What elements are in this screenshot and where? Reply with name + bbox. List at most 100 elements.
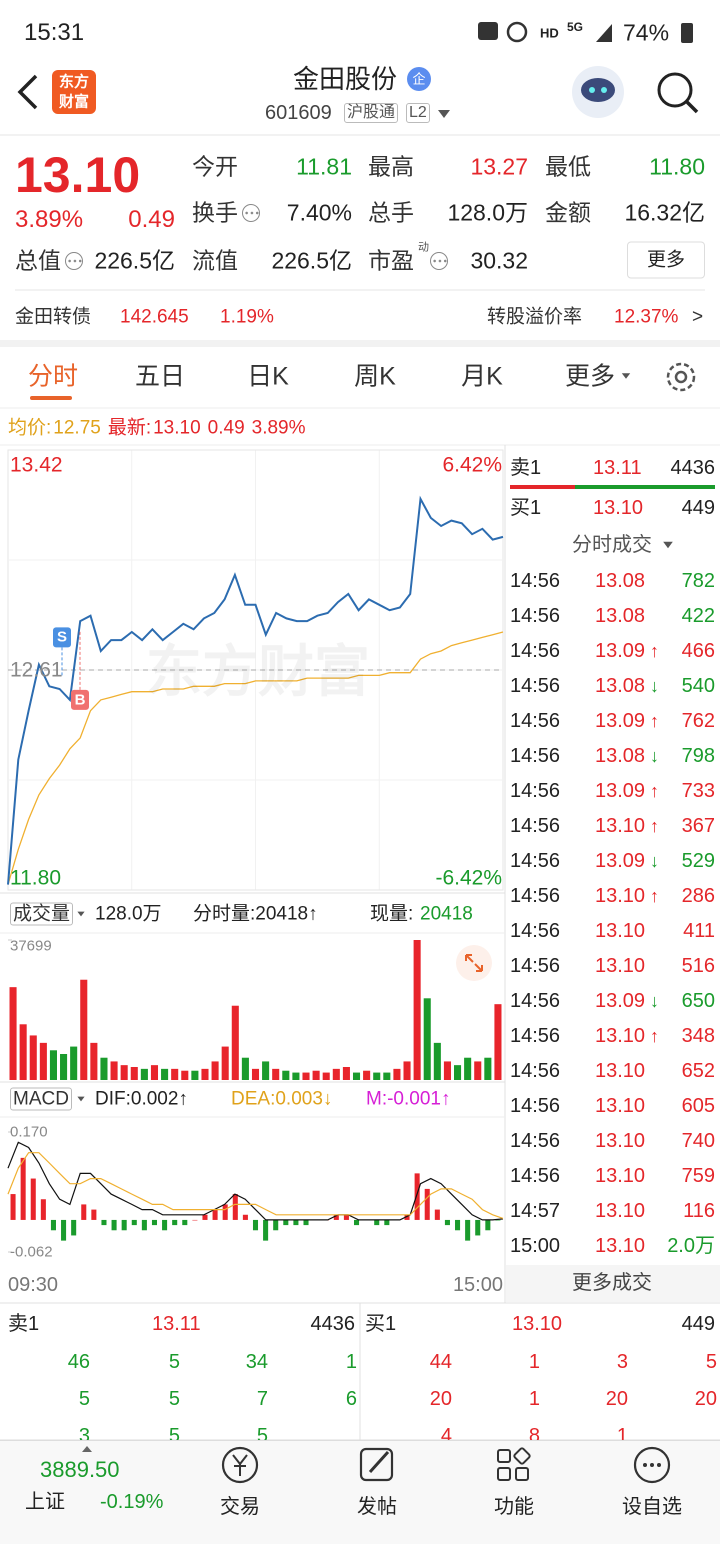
search-button[interactable] [657, 72, 693, 108]
macd-bar [424, 1188, 430, 1220]
volume-bar [80, 979, 88, 1080]
back-button[interactable] [17, 74, 38, 110]
book-cell: 5 [705, 1351, 717, 1373]
trade-arrow: ↑ [650, 816, 659, 836]
tab[interactable]: 更多 [564, 362, 616, 391]
volume-bar [393, 1068, 401, 1080]
volume-bar [342, 1067, 350, 1080]
macd-bar [91, 1209, 97, 1220]
volume-bar [292, 1072, 300, 1080]
premium-arrow: > [692, 306, 704, 328]
stock-title: 金田股份 [292, 64, 398, 94]
trade-time: 14:56 [510, 640, 561, 662]
nav-label[interactable]: 功能 [494, 1496, 534, 1518]
book-cell: 1 [616, 1425, 628, 1447]
volume-bar [494, 1004, 502, 1080]
macd-bar [131, 1219, 137, 1226]
field-value: 226.5亿 [94, 247, 175, 274]
field-label: 今开 [192, 153, 238, 180]
book-cell: 3 [616, 1351, 628, 1373]
tab[interactable]: 月K [461, 362, 503, 391]
volume-bar [443, 1061, 451, 1080]
premium-label: 转股溢价率 [487, 306, 583, 328]
tab[interactable]: 分时 [27, 362, 79, 391]
trade-arrow: ↑ [650, 781, 659, 801]
macd-bar [374, 1219, 380, 1226]
y-tick-label: 12.61 [10, 658, 63, 682]
trade-price: 13.10 [595, 1200, 646, 1222]
trade-arrow: ↓ [650, 991, 659, 1011]
macd-bar [81, 1204, 87, 1220]
field-sup: 动 [418, 241, 429, 254]
trade-price: 13.10 [595, 1235, 646, 1257]
macd-bar [141, 1219, 147, 1231]
tab[interactable]: 日K [247, 362, 289, 391]
volume-bar [100, 1057, 108, 1080]
trade-time: 14:56 [510, 570, 561, 592]
nav-label[interactable]: 发帖 [357, 1496, 397, 1518]
settings-button[interactable] [666, 362, 696, 392]
macd-title: MACD [10, 1087, 72, 1111]
expand-button[interactable] [456, 945, 492, 981]
tab[interactable]: 五日 [134, 362, 186, 391]
trade-price: 13.08 [595, 605, 646, 627]
tab[interactable]: 周K [354, 362, 396, 391]
volume-bar [282, 1070, 290, 1080]
info-text: 3.89% [251, 417, 306, 439]
volume-total: 128.0万 [95, 903, 162, 925]
volume-bar [251, 1068, 260, 1080]
field-label: 市盈 [368, 247, 414, 274]
level-price: 13.11 [593, 457, 642, 479]
level-label: 买1 [510, 497, 542, 519]
trade-time: 14:56 [510, 815, 561, 837]
book-cell: 20 [694, 1388, 717, 1410]
macd-bar [333, 1214, 339, 1220]
level-label: 卖1 [510, 457, 542, 479]
macd-bar [30, 1178, 36, 1220]
book-cell: 44 [429, 1351, 452, 1373]
trade-arrow: ↑ [650, 711, 659, 731]
volume-bar [433, 1042, 441, 1080]
trade-volume: 733 [681, 780, 715, 802]
dropdown [438, 110, 450, 118]
index-change: -0.19% [100, 1491, 164, 1513]
macd-bar [455, 1219, 461, 1231]
macd-bar [61, 1219, 67, 1241]
bond-price: 142.645 [120, 306, 189, 328]
m-label: M:-0.001↑ [366, 1088, 451, 1110]
trade-time: 14:56 [510, 990, 561, 1012]
info-text: 12.75 [53, 417, 101, 439]
trade-arrow: ↑ [650, 886, 659, 906]
nav-label[interactable]: 设自选 [622, 1496, 682, 1518]
trade-price: 13.09 [595, 990, 646, 1012]
macd-bar [151, 1219, 158, 1226]
separator-band [0, 340, 720, 347]
volume-bar [19, 1024, 27, 1080]
y-tick-label: -0.062 [10, 1243, 53, 1261]
trade-time: 14:56 [510, 605, 561, 627]
dropdown [621, 373, 631, 379]
book-cell: 34 [245, 1351, 268, 1373]
volume-bar [211, 1061, 219, 1080]
info-text: 均价: [8, 417, 52, 439]
status-time: 15:31 [24, 19, 85, 46]
more-trades[interactable]: 更多成交 [572, 1272, 652, 1294]
macd-bar [384, 1219, 390, 1226]
macd-bar [485, 1219, 491, 1231]
info-icon [430, 252, 448, 270]
trade-time: 14:56 [510, 1095, 561, 1117]
nav-label[interactable]: 交易 [220, 1496, 260, 1518]
field-label: 最高 [368, 153, 414, 180]
book-cell: 7 [256, 1388, 268, 1410]
trade-time: 14:56 [510, 955, 561, 977]
trade-arrow: ↑ [650, 1026, 659, 1046]
trade-volume: 529 [681, 850, 715, 872]
macd-bar [303, 1219, 309, 1226]
book-cell: 5 [168, 1425, 180, 1447]
more-button[interactable]: 更多 [626, 241, 706, 279]
current-label: 现量: [370, 903, 414, 925]
volume-bar [454, 1065, 462, 1080]
volume-bar [130, 1067, 138, 1080]
bid-bar [575, 485, 715, 489]
dropdown [77, 1096, 85, 1102]
